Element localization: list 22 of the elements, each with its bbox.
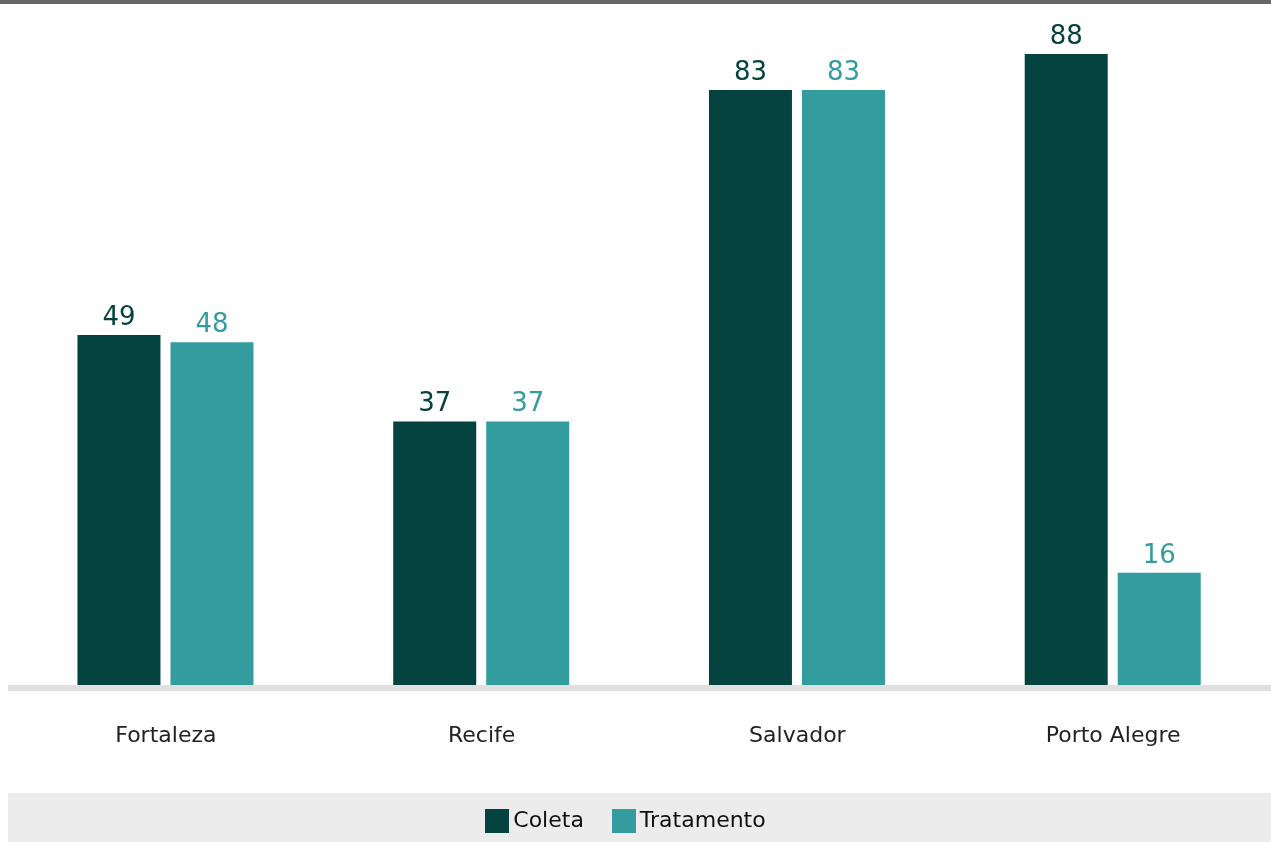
bar bbox=[486, 421, 570, 688]
bar bbox=[170, 342, 254, 688]
data-label: 16 bbox=[1142, 538, 1176, 569]
data-label: 83 bbox=[733, 56, 768, 87]
legend-label: Tratamento bbox=[639, 807, 766, 832]
legend-label: Coleta bbox=[513, 807, 584, 832]
x-tick-label: Recife bbox=[447, 721, 516, 747]
bar bbox=[77, 334, 161, 688]
data-label: 37 bbox=[511, 387, 545, 418]
x-tick-label: Fortaleza bbox=[115, 721, 217, 747]
bar bbox=[393, 421, 477, 688]
data-label: 37 bbox=[418, 387, 452, 418]
bar bbox=[1024, 54, 1108, 688]
data-label: 88 bbox=[1049, 20, 1083, 50]
x-tick-label: Salvador bbox=[749, 721, 847, 747]
data-label: 49 bbox=[102, 300, 136, 331]
bar bbox=[801, 90, 885, 688]
bar bbox=[1117, 572, 1201, 688]
bar bbox=[708, 90, 792, 688]
x-tick-label: Porto Alegre bbox=[1045, 721, 1181, 747]
data-label: 83 bbox=[826, 56, 861, 87]
data-label: 48 bbox=[195, 308, 229, 339]
